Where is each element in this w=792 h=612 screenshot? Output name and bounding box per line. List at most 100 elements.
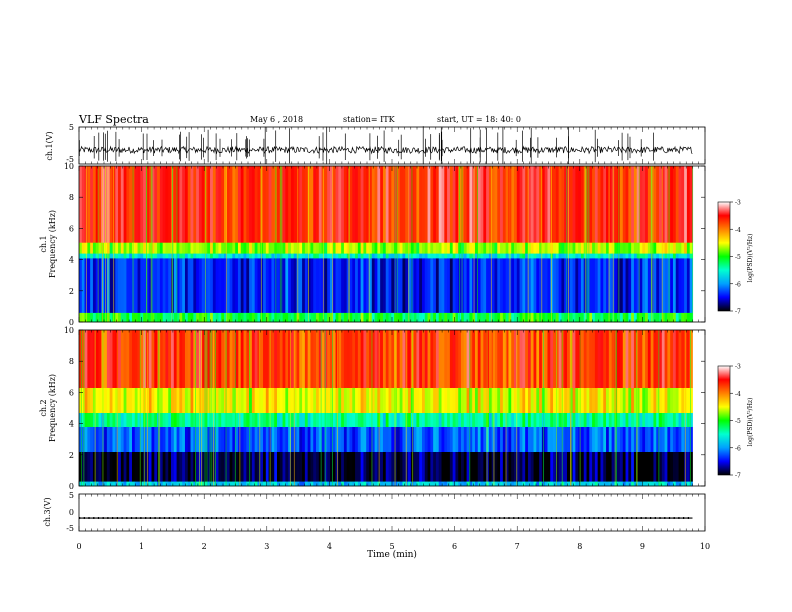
spectrogram-cell xyxy=(597,166,601,243)
spectrogram-cell xyxy=(235,387,239,413)
spectrogram-cell xyxy=(201,412,205,427)
spectrogram-cell xyxy=(391,330,395,388)
spectrogram-cell xyxy=(564,481,568,487)
spectrogram-cell xyxy=(145,258,150,313)
spectrogram-cell xyxy=(477,258,481,313)
spectrogram-cell xyxy=(628,387,632,413)
spectrogram-ytick-label: 0 xyxy=(69,482,74,491)
spectrogram-cell xyxy=(95,387,99,413)
spectrogram-cell xyxy=(87,426,91,452)
spectrogram-cell xyxy=(290,451,295,482)
spectrogram-cell xyxy=(547,481,551,487)
spectrogram-cell xyxy=(335,253,339,259)
spectrogram-cell xyxy=(366,312,370,323)
spectrogram-cell xyxy=(380,426,384,452)
spectrogram-cell xyxy=(173,253,177,259)
spectrogram-cell xyxy=(480,426,484,452)
spectrogram-cell xyxy=(421,387,426,413)
spectrogram-cell xyxy=(500,253,504,259)
spectrogram-cell xyxy=(343,451,348,482)
spectrogram-cell xyxy=(639,412,643,427)
spectrogram-cell xyxy=(265,426,270,452)
ch3-waveform-dot xyxy=(263,517,265,519)
spectrogram-cell xyxy=(614,166,618,243)
spectrogram-cell xyxy=(653,412,657,427)
spectrogram-cell xyxy=(444,253,448,259)
spectrogram-cell xyxy=(193,242,197,254)
ch3-waveform-background xyxy=(79,494,705,531)
spectrogram-cell xyxy=(235,253,239,259)
ch3-waveform-dot xyxy=(409,517,411,519)
spectrogram-cell xyxy=(586,426,590,452)
spectrogram-cell xyxy=(500,426,504,452)
spectrogram-cell xyxy=(332,242,336,254)
spectrogram-cell xyxy=(304,253,309,259)
spectrogram-cell xyxy=(684,242,688,254)
spectrogram-cell xyxy=(564,253,568,259)
spectrogram-cell xyxy=(675,253,679,259)
spectrogram-sferic xyxy=(289,330,291,486)
spectrogram-cell xyxy=(165,387,169,413)
spectrogram-cell xyxy=(405,253,409,259)
spectrogram-cell xyxy=(226,451,230,482)
spectrogram-cell xyxy=(594,242,599,254)
spectrogram-cell xyxy=(539,312,543,323)
spectrogram-cell xyxy=(402,481,406,487)
spectrogram-cell xyxy=(299,330,303,388)
spectrogram-cell xyxy=(371,387,375,413)
spectrogram-cell xyxy=(474,426,479,452)
spectrogram-cell xyxy=(619,242,624,254)
spectrogram-cell xyxy=(182,387,186,413)
spectrogram-cell xyxy=(686,242,691,254)
ch3-waveform-dot xyxy=(315,517,317,519)
spectrogram-cell xyxy=(380,253,384,259)
ch3-waveform-dot xyxy=(442,517,444,519)
spectrogram-cell xyxy=(469,451,473,482)
spectrogram-cell xyxy=(90,451,94,482)
spectrogram-cell xyxy=(469,412,473,427)
spectrogram-sferic xyxy=(658,330,660,486)
spectrogram-ytick-label: 0 xyxy=(69,318,74,327)
spectrogram-cell xyxy=(555,412,560,427)
spectrogram-cell xyxy=(645,426,649,452)
spectrogram-cell xyxy=(118,426,122,452)
spectrogram-cell xyxy=(157,242,161,254)
spectrogram-cell xyxy=(352,166,356,243)
spectrogram-cell xyxy=(494,412,498,427)
spectrogram-cell xyxy=(678,412,682,427)
spectrogram-cell xyxy=(224,481,228,487)
spectrogram-cell xyxy=(240,387,244,413)
spectrogram-cell xyxy=(327,330,331,388)
spectrogram-cell xyxy=(631,387,635,413)
spectrogram-cell xyxy=(201,258,205,313)
spectrogram-cell xyxy=(118,451,122,482)
spectrogram-cell xyxy=(639,330,643,388)
spectrogram-cell xyxy=(151,312,155,323)
spectrogram-cell xyxy=(603,426,607,452)
spectrogram-cell xyxy=(639,451,643,482)
spectrogram-cell xyxy=(369,258,373,313)
spectrogram-cell xyxy=(614,242,618,254)
spectrogram-cell xyxy=(151,387,155,413)
spectrogram-cell xyxy=(212,426,217,452)
ch3-waveform-dot xyxy=(352,517,354,519)
ch3-waveform-dot xyxy=(206,517,208,519)
spectrogram-cell xyxy=(129,451,133,482)
spectrogram-sferic xyxy=(394,166,396,322)
spectrogram-cell xyxy=(126,387,130,413)
spectrogram-cell xyxy=(444,412,448,427)
spectrogram-cell xyxy=(371,166,375,243)
spectrogram-cell xyxy=(276,312,281,323)
spectrogram-cell xyxy=(154,426,158,452)
spectrogram-cell xyxy=(327,312,331,323)
spectrogram-cell xyxy=(488,166,493,243)
spectrogram-cell xyxy=(575,426,579,452)
spectrogram-cell xyxy=(511,387,515,413)
spectrogram-sferic xyxy=(337,330,338,486)
spectrogram-cell xyxy=(686,451,691,482)
spectrogram-cell xyxy=(416,166,420,243)
spectrogram-cell xyxy=(463,387,468,413)
spectrogram-sferic xyxy=(158,330,159,486)
spectrogram-cell xyxy=(402,166,406,243)
